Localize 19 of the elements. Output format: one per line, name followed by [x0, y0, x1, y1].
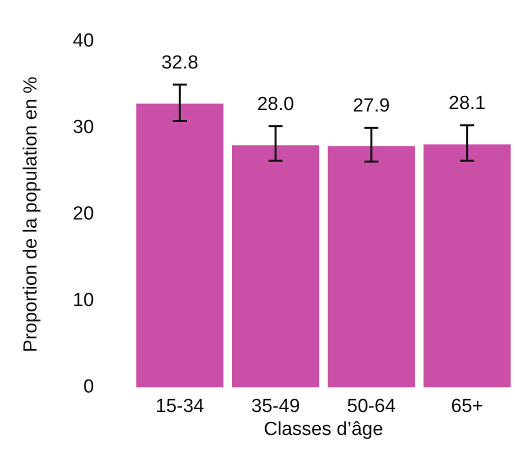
bar [328, 146, 415, 388]
bar [232, 145, 320, 388]
data-label: 28.1 [448, 93, 486, 114]
y-tick-label: 30 [72, 117, 94, 138]
data-label: 28.0 [257, 94, 294, 115]
bar [136, 104, 224, 388]
x-tick-label: 65+ [451, 396, 484, 418]
data-label: 32.8 [161, 52, 198, 74]
y-tick-label: 40 [72, 30, 94, 52]
y-tick-label: 10 [72, 290, 94, 312]
x-axis-title: Classes d’âge [264, 418, 384, 440]
x-tick-label: 50-64 [347, 396, 396, 418]
data-label: 27.9 [352, 96, 390, 117]
bar [424, 144, 511, 388]
y-tick-label: 0 [83, 376, 94, 398]
y-tick-label: 20 [72, 204, 94, 225]
x-tick-label: 35-49 [251, 396, 300, 418]
y-axis-title: Proportion de la population en % [20, 76, 42, 352]
x-tick-label: 15-34 [156, 396, 205, 418]
